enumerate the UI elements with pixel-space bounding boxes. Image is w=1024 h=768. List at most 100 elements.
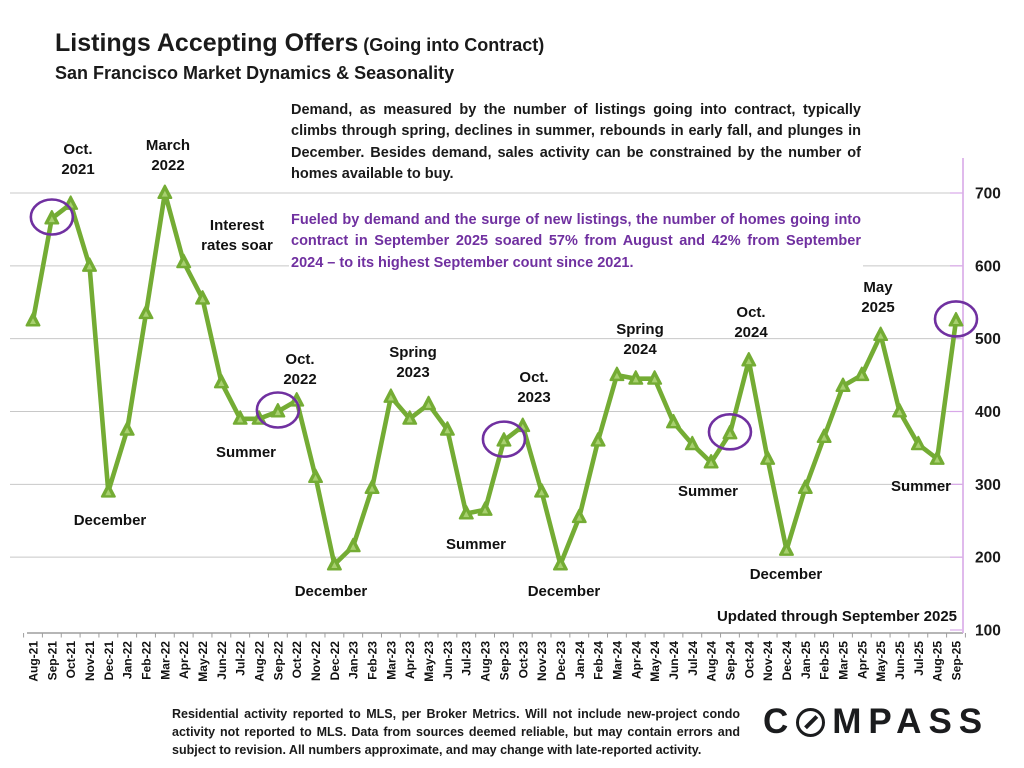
- x-tick-label: Sep-21: [45, 641, 59, 681]
- x-tick-label: Jan-22: [121, 641, 135, 679]
- data-point-marker-inner: [764, 456, 771, 463]
- data-point-marker-inner: [877, 332, 884, 339]
- data-point-marker-inner: [689, 442, 696, 448]
- data-point-marker-inner: [218, 380, 225, 386]
- data-point-marker-inner: [613, 372, 620, 379]
- data-point-marker-inner: [708, 460, 715, 467]
- data-point-marker-inner: [632, 376, 639, 383]
- data-point-marker-inner: [557, 562, 564, 569]
- x-tick-label: Sep-23: [497, 641, 511, 681]
- x-tick-label: Aug-25: [931, 641, 945, 682]
- logo-letters-rest: MPASS: [832, 702, 990, 741]
- x-tick-label: Jun-24: [667, 641, 681, 680]
- highlight-circle-sep-23: [481, 420, 527, 458]
- x-tick-label: May-23: [422, 641, 436, 682]
- y-tick-label: 400: [975, 404, 1001, 421]
- x-tick-label: May-25: [874, 641, 888, 682]
- data-point-marker-inner: [237, 416, 244, 423]
- data-point-marker-inner: [463, 511, 470, 518]
- x-tick-label: Mar-23: [384, 641, 398, 680]
- x-tick-label: May-22: [196, 641, 210, 682]
- data-point-marker-inner: [387, 394, 394, 401]
- x-tick-label: Jun-22: [215, 641, 229, 680]
- data-point-marker-inner: [274, 409, 281, 416]
- x-tick-label: May-24: [648, 641, 662, 682]
- x-tick-label: Aug-24: [705, 641, 719, 682]
- disclaimer-text: Residential activity reported to MLS, pe…: [172, 707, 740, 758]
- data-point-marker-inner: [406, 416, 413, 423]
- data-point-marker-inner: [576, 514, 583, 521]
- x-tick-label: Jul-22: [234, 641, 248, 676]
- data-point-marker-inner: [143, 310, 150, 317]
- x-tick-label: Mar-24: [610, 641, 624, 680]
- data-point-marker-inner: [896, 409, 903, 416]
- y-tick-label: 500: [975, 331, 1001, 348]
- x-tick-label: Sep-25: [950, 641, 964, 681]
- x-tick-label: Nov-23: [535, 641, 549, 681]
- x-tick-label: Jan-25: [799, 641, 813, 679]
- x-tick-label: Dec-24: [780, 641, 794, 681]
- highlight-paragraph: Fueled by demand and the surge of new li…: [289, 208, 863, 276]
- x-tick-label: Jan-24: [573, 641, 587, 679]
- data-point-marker-inner: [670, 420, 677, 427]
- x-tick-label: Jun-25: [893, 641, 907, 680]
- x-tick-label: Oct-21: [64, 641, 78, 679]
- data-point-marker-inner: [161, 190, 168, 197]
- x-tick-label: Oct-24: [742, 641, 756, 679]
- data-point-marker-inner: [199, 296, 206, 303]
- data-point-marker-inner: [312, 474, 319, 481]
- data-series-line: [30, 190, 959, 567]
- x-tick-label: Oct-22: [290, 641, 304, 679]
- page-title-main: Listings Accepting Offers: [55, 29, 359, 57]
- x-tick-label: Jul-24: [686, 641, 700, 676]
- compass-logo: C MPASS: [763, 702, 1003, 742]
- x-tick-label: Aug-21: [27, 641, 41, 682]
- data-point-marker-inner: [30, 318, 36, 325]
- demand-paragraph: Demand, as measured by the number of lis…: [289, 98, 863, 188]
- x-tick-label: Dec-23: [554, 641, 568, 681]
- data-point-marker-inner: [48, 216, 55, 223]
- x-tick-label: Sep-22: [271, 641, 285, 681]
- data-point-marker-inner: [369, 485, 376, 492]
- x-tick-label: Nov-21: [83, 641, 97, 681]
- logo-letter-c: C: [763, 702, 796, 741]
- x-tick-label: Mar-22: [158, 641, 172, 680]
- data-point-marker-inner: [482, 507, 489, 514]
- x-tick-label: Nov-24: [761, 641, 775, 681]
- x-tick-label: Feb-23: [366, 641, 380, 680]
- data-point-marker-inner: [651, 376, 658, 383]
- x-tick-label: Jul-23: [460, 641, 474, 676]
- data-point-marker-inner: [802, 485, 809, 492]
- x-tick-label: Aug-22: [253, 641, 267, 682]
- data-point-marker-inner: [595, 438, 602, 445]
- highlight-circle-sep-25: [933, 300, 979, 338]
- x-tick-label: Apr-22: [177, 641, 191, 679]
- data-point-marker-inner: [180, 259, 187, 266]
- page-subtitle: San Francisco Market Dynamics & Seasonal…: [55, 62, 455, 83]
- data-point-marker-inner: [444, 427, 451, 434]
- data-point-marker-inner: [839, 383, 846, 390]
- highlight-circle-sep-21: [29, 198, 75, 236]
- x-tick-label: Feb-25: [818, 641, 832, 680]
- page-title-suffix: (Going into Contract): [358, 35, 545, 55]
- x-tick-label: Apr-23: [403, 641, 417, 679]
- x-tick-label: Mar-25: [836, 641, 850, 680]
- data-point-marker-inner: [350, 544, 357, 550]
- y-tick-label: 200: [975, 550, 1001, 567]
- x-tick-label: Jan-23: [347, 641, 361, 679]
- x-tick-label: Nov-22: [309, 641, 323, 681]
- x-tick-label: Feb-22: [140, 641, 154, 680]
- x-tick-label: Apr-24: [629, 641, 643, 679]
- y-tick-label: 600: [975, 258, 1001, 275]
- data-point-marker-inner: [500, 438, 507, 445]
- data-point-marker-inner: [858, 372, 865, 379]
- y-tick-label: 300: [975, 477, 1001, 494]
- data-point-marker-inner: [105, 489, 112, 496]
- x-tick-label: Dec-21: [102, 641, 116, 681]
- data-point-marker-inner: [783, 547, 790, 554]
- page-title: Listings Accepting Offers (Going into Co…: [55, 29, 545, 58]
- header: Listings Accepting Offers (Going into Co…: [55, 29, 545, 84]
- highlight-circle-sep-24: [707, 413, 753, 451]
- data-point-marker-inner: [953, 318, 959, 325]
